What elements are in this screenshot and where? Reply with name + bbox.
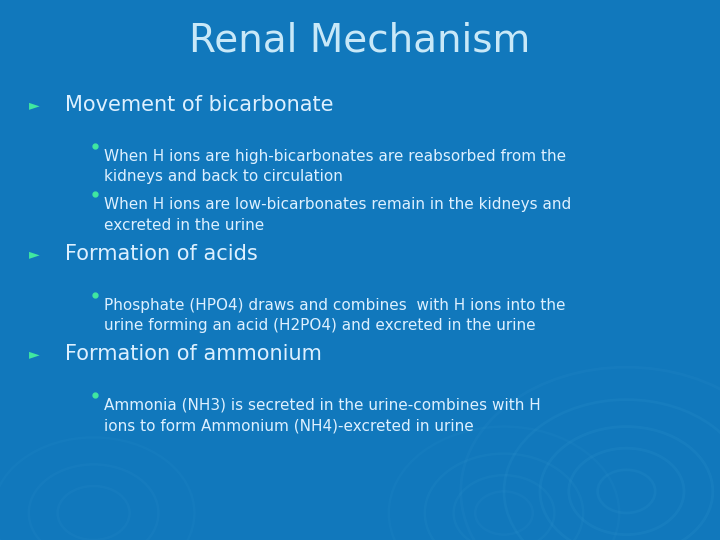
Text: Movement of bicarbonate: Movement of bicarbonate xyxy=(65,95,333,116)
Text: When H ions are low-bicarbonates remain in the kidneys and
excreted in the urine: When H ions are low-bicarbonates remain … xyxy=(104,197,572,233)
Text: Ammonia (NH3) is secreted in the urine-combines with H
ions to form Ammonium (NH: Ammonia (NH3) is secreted in the urine-c… xyxy=(104,398,541,434)
Text: When H ions are high-bicarbonates are reabsorbed from the
kidneys and back to ci: When H ions are high-bicarbonates are re… xyxy=(104,148,567,184)
Text: Formation of ammonium: Formation of ammonium xyxy=(65,343,322,364)
Text: ►: ► xyxy=(30,347,40,361)
Text: ►: ► xyxy=(30,98,40,112)
Text: Renal Mechanism: Renal Mechanism xyxy=(189,22,531,59)
Text: ►: ► xyxy=(30,247,40,261)
Text: Formation of acids: Formation of acids xyxy=(65,244,258,264)
Text: Phosphate (HPO4) draws and combines  with H ions into the
urine forming an acid : Phosphate (HPO4) draws and combines with… xyxy=(104,298,566,334)
